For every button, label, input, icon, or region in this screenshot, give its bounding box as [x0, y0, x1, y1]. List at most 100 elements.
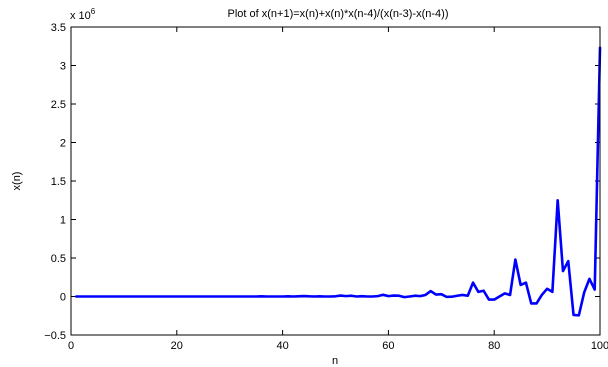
data-point — [334, 295, 337, 297]
data-point — [578, 314, 580, 316]
axes-box — [70, 26, 601, 336]
data-point — [562, 270, 564, 272]
data-point — [324, 295, 326, 298]
data-point — [572, 314, 575, 316]
data-point — [75, 295, 77, 298]
data-point — [297, 295, 300, 297]
plot-area — [71, 27, 600, 335]
data-point — [535, 302, 538, 305]
data-point — [583, 292, 585, 294]
x-axis-label: n — [332, 355, 338, 367]
data-point — [202, 295, 204, 298]
y-multiplier-exponent: 6 — [91, 7, 96, 16]
data-point — [197, 295, 199, 298]
data-point — [408, 295, 411, 298]
data-point — [118, 295, 120, 298]
y-tick-label: 3.5 — [51, 22, 66, 34]
data-point — [356, 295, 358, 298]
data-point — [551, 291, 553, 293]
data-point — [345, 295, 347, 297]
y-tick-label: 3 — [60, 61, 66, 73]
y-tick-label: −0.5 — [44, 330, 66, 342]
series-line — [74, 46, 602, 317]
y-tick-label: 2.5 — [51, 99, 66, 111]
data-point — [218, 295, 220, 298]
data-point — [229, 295, 231, 298]
data-point — [133, 295, 136, 298]
data-point — [234, 295, 236, 298]
data-point — [483, 290, 485, 292]
data-point — [430, 290, 432, 292]
series-points — [75, 47, 601, 316]
x-tick-label: 0 — [68, 340, 74, 352]
data-point — [393, 294, 395, 297]
data-point — [340, 294, 342, 297]
data-point — [223, 295, 226, 298]
data-point — [165, 295, 167, 298]
data-point — [514, 258, 516, 261]
data-point — [271, 295, 273, 298]
data-point — [155, 295, 157, 298]
data-point — [149, 295, 151, 298]
x-tick-label: 80 — [488, 340, 500, 352]
data-point — [488, 298, 490, 301]
data-point — [498, 295, 501, 298]
data-point — [192, 295, 194, 298]
data-point — [467, 295, 469, 297]
data-point — [350, 295, 352, 297]
data-point — [181, 295, 183, 298]
data-point — [282, 295, 284, 298]
data-point — [292, 295, 294, 298]
data-point — [361, 295, 363, 297]
data-point — [186, 295, 188, 298]
data-point — [329, 295, 331, 298]
y-tick-label: 1 — [60, 215, 66, 227]
data-point — [96, 295, 99, 298]
data-point — [414, 295, 416, 297]
data-point — [276, 295, 278, 298]
data-point — [403, 296, 405, 298]
data-point — [567, 260, 569, 262]
data-point — [594, 288, 596, 291]
data-point — [123, 295, 125, 298]
data-point — [371, 295, 374, 298]
x-tick-label: 40 — [276, 340, 288, 352]
data-point — [440, 293, 442, 295]
data-point — [520, 284, 522, 286]
y-axis-label: x(n) — [11, 172, 23, 191]
x-tick-label: 100 — [591, 340, 608, 352]
chart-title: Plot of x(n+1)=x(n)+x(n)*x(n-4)/(x(n-3)-… — [228, 8, 449, 20]
data-point — [461, 294, 464, 296]
data-point — [144, 295, 146, 298]
data-point — [313, 295, 315, 298]
data-point — [377, 295, 379, 297]
y-tick-label: 1.5 — [51, 176, 66, 188]
data-point — [287, 295, 289, 297]
data-point — [213, 295, 215, 298]
data-point — [239, 295, 241, 298]
data-point — [176, 295, 178, 298]
data-point — [260, 295, 263, 297]
data-point — [128, 295, 130, 298]
data-point — [382, 294, 384, 296]
data-point — [207, 295, 210, 298]
data-point — [139, 295, 141, 298]
data-point — [504, 292, 506, 295]
data-point — [588, 278, 591, 280]
data-point — [424, 294, 427, 296]
data-point — [525, 282, 527, 284]
data-point — [366, 295, 368, 298]
x-ticks: 0 20 40 60 80 100 — [68, 27, 608, 352]
data-point — [107, 295, 109, 298]
data-point — [541, 294, 543, 296]
y-tick-label: 2 — [60, 138, 66, 150]
y-tick-label: 0.5 — [51, 253, 66, 265]
x-tick-label: 20 — [171, 340, 183, 352]
y-ticks: −0.5 0 0.5 1 1.5 2 2.5 3 3.5 — [44, 22, 600, 342]
y-tick-label: 0 — [60, 292, 66, 304]
data-point — [530, 302, 532, 305]
data-point — [419, 295, 421, 297]
data-point — [112, 295, 114, 298]
data-point — [308, 295, 310, 297]
